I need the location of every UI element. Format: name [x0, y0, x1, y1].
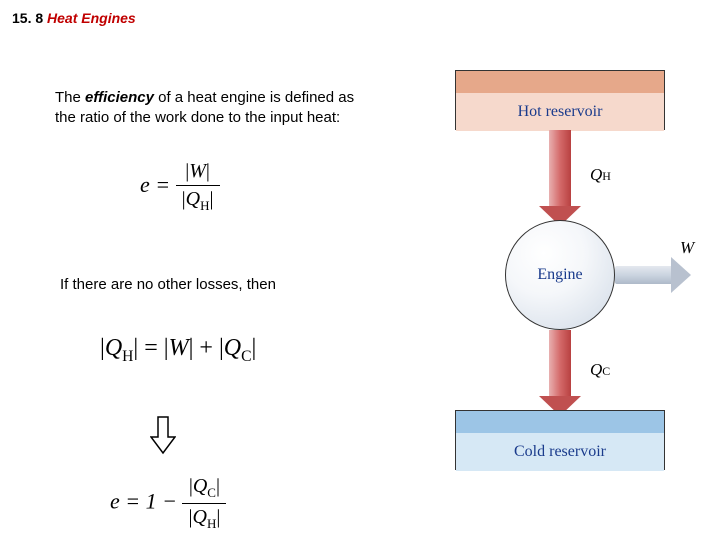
intro-text: The efficiency of a heat engine is defin… — [55, 88, 435, 129]
work-arrow-icon — [615, 266, 673, 284]
eq-W: W — [189, 160, 206, 182]
hot-reservoir-label: Hot reservoir — [518, 103, 603, 121]
hot-reservoir-top — [456, 71, 664, 93]
engine: Engine — [505, 220, 615, 330]
qh-label: QH — [590, 165, 611, 185]
eq-e: e = — [140, 172, 170, 197]
implies-arrow-icon — [150, 415, 176, 455]
intro-pre: The — [55, 89, 85, 106]
hot-reservoir: Hot reservoir — [455, 70, 665, 130]
qh-arrow-icon — [549, 130, 571, 208]
cold-reservoir-label: Cold reservoir — [514, 443, 606, 461]
eq-QH: QH — [186, 188, 210, 210]
engine-label: Engine — [537, 266, 582, 284]
section-number: 15. 8 — [12, 10, 43, 26]
cold-reservoir: Cold reservoir — [455, 410, 665, 470]
intro-post2: the ratio of the work done to the input … — [55, 109, 340, 126]
heat-engine-diagram: Hot reservoir QH Engine W QC Cold reserv… — [455, 70, 705, 500]
eq2-lhs: e = 1 − — [110, 489, 177, 514]
qc-arrow-icon — [549, 330, 571, 398]
section-title: Heat Engines — [47, 10, 136, 26]
efficiency-equation-2: e = 1 − |QC| |QH| — [110, 475, 226, 532]
hot-reservoir-front: Hot reservoir — [456, 93, 664, 131]
intro-efficiency: efficiency — [85, 89, 154, 106]
intro-post1: of a heat engine is defined as — [154, 89, 354, 106]
losses-text: If there are no other losses, then — [60, 275, 276, 295]
balance-equation: |QH| = |W| + |QC| — [100, 335, 256, 366]
qc-label: QC — [590, 360, 610, 380]
w-label: W — [680, 238, 694, 258]
section-header: 15. 8 Heat Engines — [12, 10, 136, 26]
efficiency-equation: e = |W| |QH| — [140, 160, 220, 214]
cold-reservoir-top — [456, 411, 664, 433]
cold-reservoir-front: Cold reservoir — [456, 433, 664, 471]
